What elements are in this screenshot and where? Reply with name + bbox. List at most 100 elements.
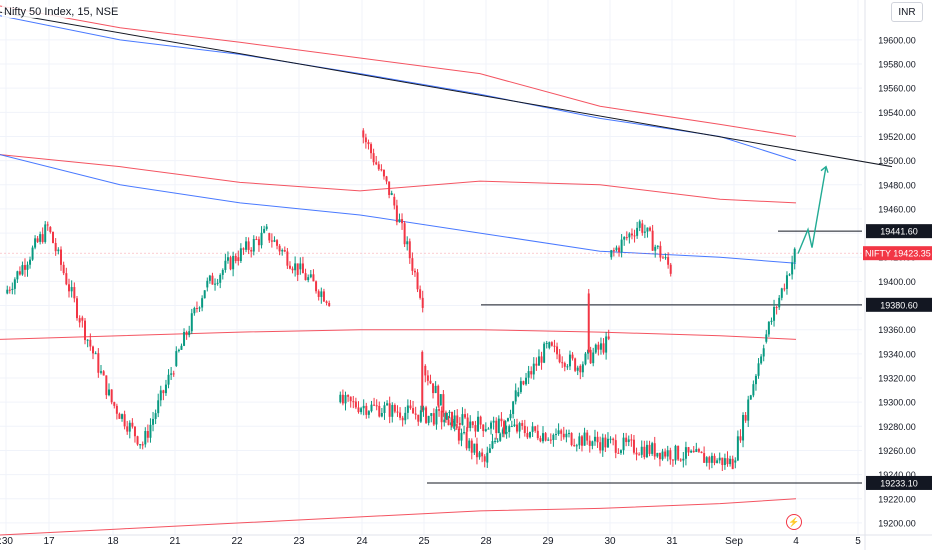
candle [554,428,557,440]
candle-body [482,424,485,432]
candle-body [547,439,550,441]
projection-arrow [797,166,827,254]
candle-body [419,289,422,298]
candle-body [540,356,543,363]
currency-button[interactable]: INR [891,2,923,22]
x-tick-label: 30 [604,536,616,547]
candle-body [110,389,113,403]
candle-body [242,248,245,250]
candle-body [484,429,487,432]
candle-body [654,246,657,251]
candle [273,236,276,243]
candle [514,383,517,405]
candle-body [501,429,504,434]
y-tick-label: 19280.00 [878,422,916,432]
candle-body [567,433,570,435]
candle [294,256,297,277]
y-tick-label: 19500.00 [878,156,916,166]
candle [762,344,765,362]
price-label: NIFTY 19423.35 [863,246,932,261]
candle-body [395,205,398,223]
candle [448,410,451,419]
candle [139,444,142,449]
candle-body [697,449,700,452]
candle-body [417,414,420,422]
candle-body [70,287,73,292]
candle [373,397,376,406]
candle-body [601,437,604,451]
candle [216,278,219,286]
candle-body [557,430,560,435]
candle [393,403,396,414]
candle [648,440,651,457]
candle-body [451,411,454,427]
candle [470,438,473,460]
candle [100,364,102,375]
candle [561,356,564,368]
candle-body [406,241,409,245]
lightning-icon[interactable]: ⚡ [786,514,802,530]
candle-body [102,371,105,376]
candle-body [479,416,482,425]
candle [393,193,396,210]
candle [206,277,209,292]
candle-body [144,431,147,445]
candle-body [664,257,667,259]
candle-body [276,240,279,246]
candle [638,219,641,232]
candle-body [414,413,417,415]
candle-body [432,413,435,425]
candle [301,256,304,274]
candle [757,358,760,379]
candle [478,450,481,460]
candle-body [404,412,407,421]
candle [609,436,612,444]
candle-body [620,239,623,253]
candle [486,446,489,468]
candle [198,306,201,312]
candle-body [221,269,224,275]
candle-body [627,439,630,443]
candle-body [552,434,555,441]
candle-body [614,440,617,453]
candle [432,408,435,427]
candle [601,433,604,457]
candle [288,261,291,270]
candle-body [610,250,613,258]
candle-body [268,233,271,241]
candle-body [141,444,144,446]
candle-body [255,239,258,241]
candle [413,268,416,277]
candle-body [474,425,477,432]
candle-body [190,313,193,332]
candle-body [612,438,615,441]
candle [560,428,563,441]
candle-body [100,371,102,373]
candle [175,346,178,368]
candle [84,318,86,345]
candle-body [447,419,450,426]
candle-body [409,405,412,409]
candle [692,446,695,453]
candle [237,250,240,266]
candle-body [488,448,491,453]
candle [8,286,11,294]
candle-body [726,458,729,465]
candle [221,268,224,280]
candle-body [442,394,445,413]
candle-body [383,405,386,413]
candle-body [425,407,428,423]
x-tick-label: 21 [169,536,181,547]
candle-body [791,262,794,275]
candle-body [499,433,502,441]
candle [388,181,391,199]
candle-body [247,241,250,250]
candle-body [375,405,378,407]
candle [469,415,472,432]
candle [606,432,609,448]
candle [594,343,597,354]
candle-body [640,446,643,455]
chart-title: Nifty 50 Index, 15, NSE [2,6,121,18]
